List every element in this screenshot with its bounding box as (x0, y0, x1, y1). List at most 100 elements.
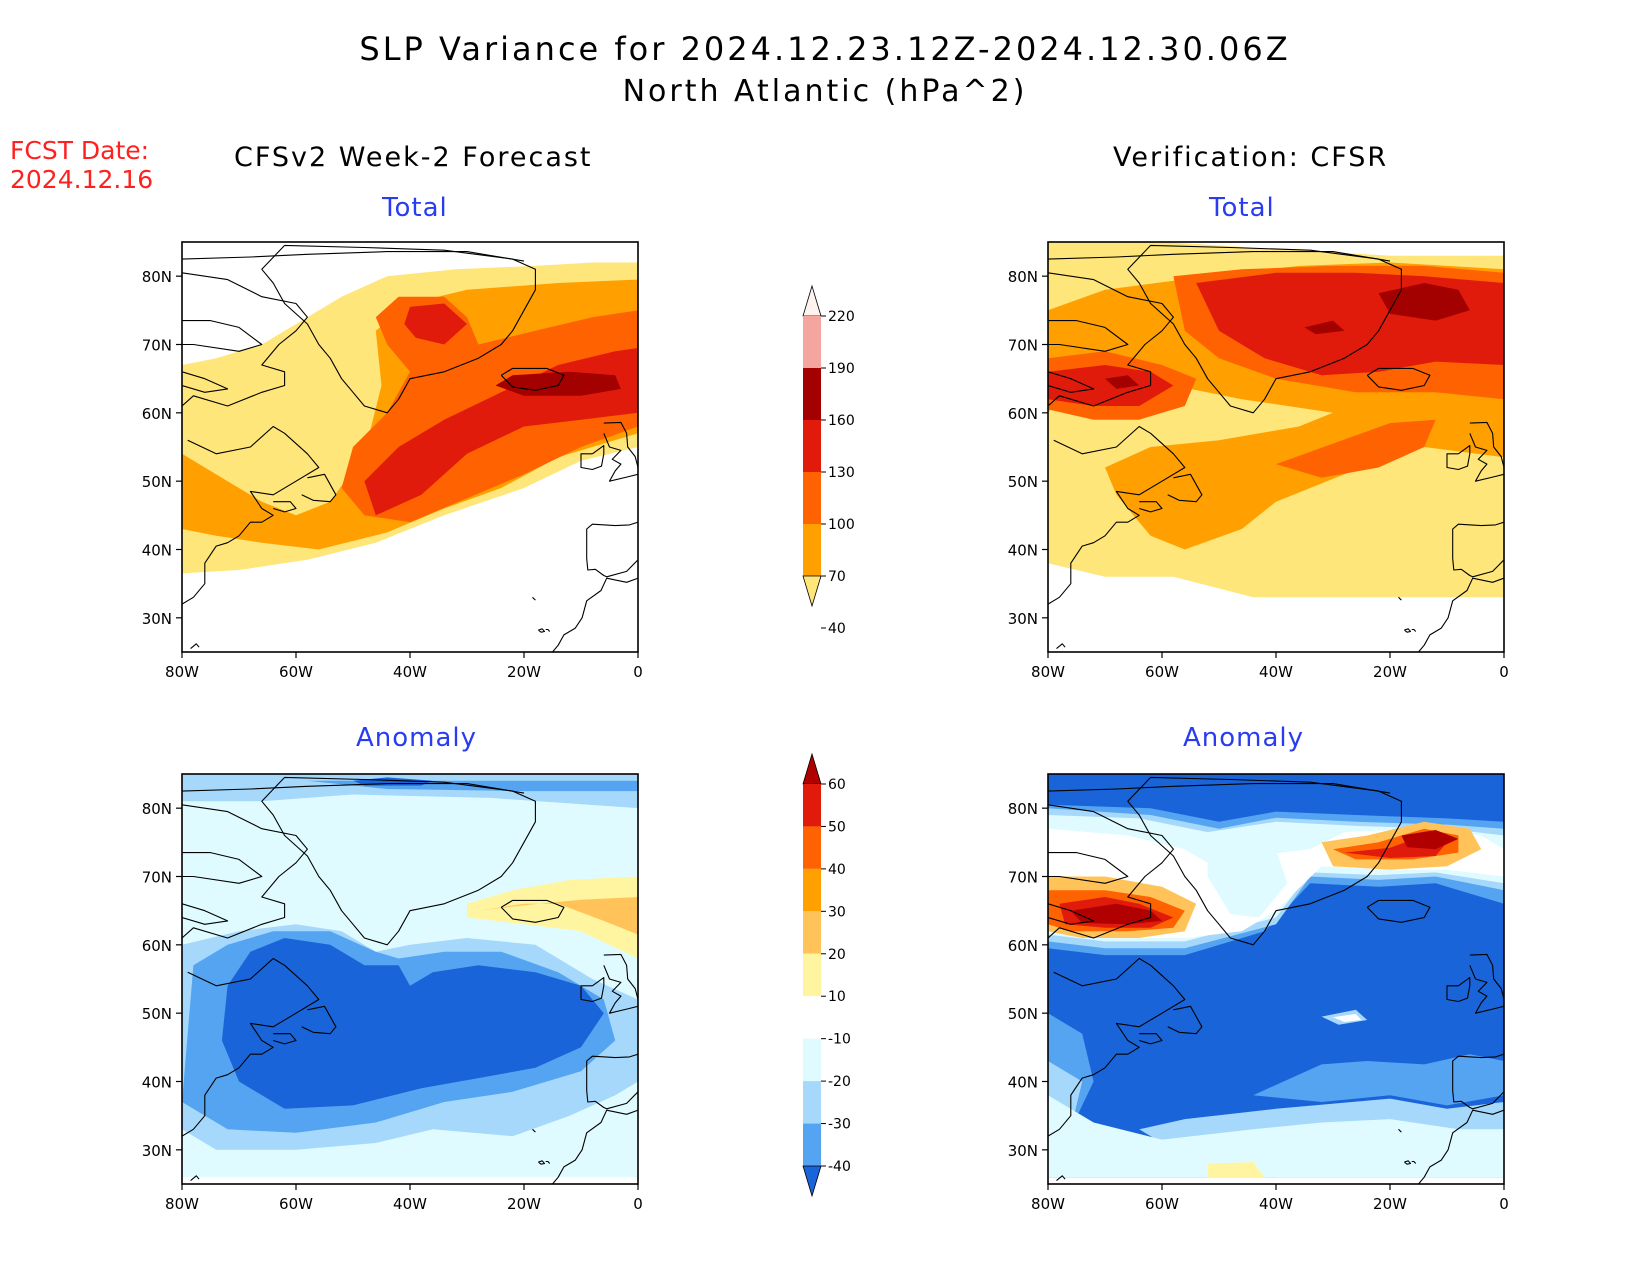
lon-label-60W: 60W (1145, 663, 1179, 681)
lon-label-80W: 80W (1031, 1195, 1065, 1213)
coastline-17 (1398, 1128, 1402, 1133)
coastline-2 (1048, 804, 1174, 939)
lat-label-70N: 70N (142, 337, 172, 355)
lat-label-30N: 30N (142, 1142, 172, 1160)
coastline-3 (1048, 852, 1129, 884)
contour-band-18 (1253, 1054, 1504, 1106)
lon-label-40W: 40W (393, 1195, 427, 1213)
contour-band-21 (1048, 1095, 1504, 1178)
colorbar-swatch (803, 1038, 821, 1082)
coastlines (1048, 244, 1504, 652)
coastline-12 (1452, 1053, 1504, 1110)
contour-band-8 (467, 876, 638, 959)
coastline-15 (545, 628, 551, 632)
coastline-9 (500, 899, 565, 923)
panel-title-verification-total: Total (1209, 193, 1275, 223)
coastline-17 (1398, 596, 1402, 601)
coastline-4 (1048, 371, 1095, 393)
coastlines (182, 244, 638, 652)
lon-label-60W: 60W (1145, 1195, 1179, 1213)
colorbar-label: -20 (828, 1074, 851, 1090)
colorbar-swatch (803, 368, 821, 420)
coastline-14 (537, 1160, 546, 1165)
lon-label-20W: 20W (1373, 663, 1407, 681)
panel-title-forecast-anomaly: Anomaly (356, 723, 478, 753)
coastline-15 (1411, 1160, 1417, 1164)
coastline-3 (1048, 320, 1129, 352)
coastline-2 (182, 272, 308, 407)
colorbar-label: 40 (828, 621, 846, 637)
colorbar-label: 190 (828, 361, 855, 377)
contour-band-9 (478, 897, 638, 935)
coastline-15 (545, 1160, 551, 1164)
coastline-7 (1139, 1033, 1163, 1045)
lat-label-80N: 80N (142, 800, 172, 818)
colorbar-swatch (803, 911, 821, 954)
colorbar-anomaly: 60 50 40 30 20 10 -10 -20 -30 -40 (802, 752, 851, 1198)
map-panel-verification-anomaly: 80N 70N 60N 50N 40N 30N 80W 60W 40W 20W 0 (1008, 773, 1509, 1213)
colorbar-swatch (803, 1081, 821, 1124)
lat-label-60N: 60N (1008, 405, 1038, 423)
contour-band-6 (221, 938, 604, 1109)
lat-label-50N: 50N (1008, 473, 1038, 491)
coastline-4 (1048, 903, 1095, 925)
contour-band-16 (1333, 1013, 1362, 1022)
coastline-4 (182, 903, 229, 925)
coastline-8 (1127, 776, 1402, 946)
coastline-10 (603, 421, 638, 482)
contour-fills (1048, 242, 1504, 598)
forecast-date-value: 2024.12.16 (10, 165, 154, 194)
forecast-date-label: FCST Date: (10, 136, 150, 165)
lat-label-30N: 30N (142, 610, 172, 628)
colorbar-label: -30 (828, 1117, 851, 1133)
colorbar-label: -40 (828, 1159, 851, 1175)
coastline-12 (586, 1053, 638, 1110)
coastline-9 (500, 367, 565, 391)
contour-band-14 (1401, 830, 1459, 850)
lon-label-40W: 40W (1259, 1195, 1293, 1213)
lon-label-20W: 20W (507, 663, 541, 681)
contour-band-6 (1048, 365, 1174, 406)
coastline-10 (1469, 953, 1504, 1014)
colorbar-label: 160 (828, 413, 855, 429)
colorbar-bottom-arrow (802, 1165, 822, 1198)
colorbar-label: 70 (828, 569, 846, 585)
colorbar-label: 20 (828, 947, 846, 963)
lon-label-0: 0 (1499, 1195, 1509, 1213)
colorbar-label: 50 (828, 819, 846, 835)
colorbar-label: 10 (828, 989, 846, 1005)
lat-label-50N: 50N (142, 473, 172, 491)
map-panel-forecast-total: 80N 70N 60N 50N 40N 30N 80W 60W 40W 20W 0 (142, 241, 643, 681)
lat-label-60N: 60N (1008, 937, 1038, 955)
coastline-16 (1056, 1175, 1066, 1182)
map-panel-forecast-anomaly: 80N 70N 60N 50N 40N 30N 80W 60W 40W 20W 0 (142, 773, 643, 1213)
figure-title-line1: SLP Variance for 2024.12.23.12Z-2024.12.… (359, 30, 1291, 68)
colorbar-swatch (803, 953, 821, 997)
coastlines (1048, 776, 1504, 1184)
coastline-1 (1048, 251, 1391, 262)
lat-label-80N: 80N (1008, 268, 1038, 286)
coastlines (182, 776, 638, 1184)
lat-label-60N: 60N (142, 405, 172, 423)
coastline-1 (182, 251, 525, 262)
colorbar-swatch (803, 420, 821, 472)
forecast-date-block: FCST Date: 2024.12.16 (10, 136, 153, 194)
coastline-9 (1366, 367, 1431, 391)
contour-band-10 (1070, 903, 1162, 925)
coastline-7 (1139, 501, 1163, 513)
coastline-3 (182, 320, 263, 352)
coastline-14 (1403, 1160, 1412, 1165)
coastline-13 (1418, 1109, 1504, 1184)
colorbar-label: 130 (828, 465, 855, 481)
coastline-12 (586, 521, 638, 578)
colorbar-swatch (803, 1123, 821, 1166)
coastline-8 (1127, 244, 1402, 414)
coastline-5 (182, 957, 320, 1137)
coastline-2 (182, 804, 308, 939)
lon-label-0: 0 (1499, 663, 1509, 681)
coastline-6 (1167, 1005, 1203, 1035)
lat-label-40N: 40N (1008, 1074, 1038, 1092)
lon-label-20W: 20W (1373, 1195, 1407, 1213)
coastline-11 (580, 445, 605, 471)
